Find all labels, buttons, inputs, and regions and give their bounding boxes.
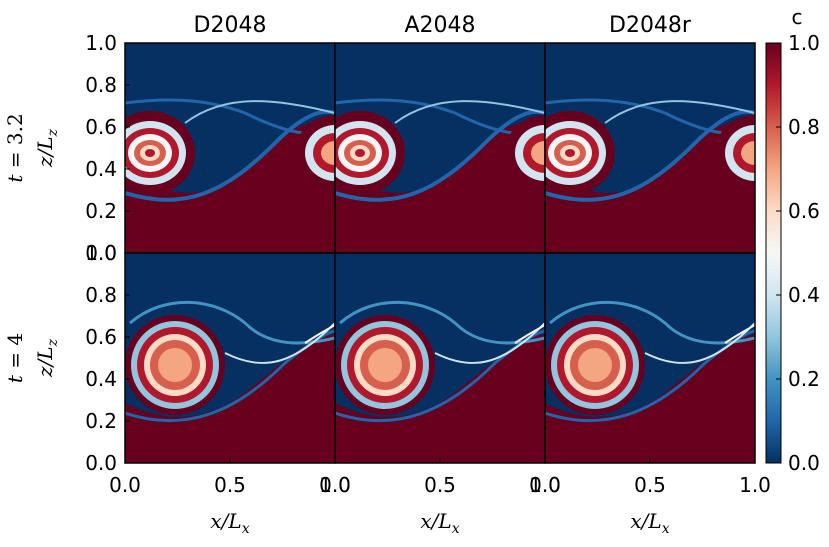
x-tick-label-c1: 0.5 (214, 473, 246, 497)
column-title-3: D2048r (609, 13, 692, 38)
concentration-field (545, 253, 755, 463)
y-tick-label-r1: 0.4 (85, 157, 117, 181)
y-tick-label-r2: 0.6 (85, 325, 117, 349)
concentration-field (335, 253, 545, 463)
heatmap-panel-r2-c1 (125, 253, 335, 463)
colorbar-ticks: 0.0 0.2 0.4 0.6 0.8 1.0 (776, 31, 820, 475)
heatmap-panels (124, 42, 756, 464)
colorbar-label: c (792, 5, 803, 29)
x-tick-label-c2: 0.5 (424, 473, 456, 497)
y-tick-label-r1: 0.2 (85, 199, 117, 223)
y-tick-label-r2: 0.8 (85, 283, 117, 307)
colorbar-tick-label: 0.2 (788, 367, 820, 391)
colorbar-tick-label: 0.6 (788, 199, 820, 223)
x-tick-label-c2: 0.0 (319, 473, 351, 497)
x-axis-labels: x/Lx x/Lx x/Lx (210, 509, 669, 537)
column-title-2: A2048 (404, 13, 475, 38)
colorbar-scale (765, 42, 782, 464)
y-tick-label-r1: 0.8 (85, 73, 117, 97)
row-label-1: t = 3.2 (3, 113, 27, 182)
x-tick-label-c2: 1.0 (529, 473, 561, 497)
heatmap-panel-r2-c3 (545, 253, 755, 463)
x-tick-labels: 0.0 0.5 1.00.0 0.5 1.00.0 0.5 1.0 (109, 458, 771, 497)
x-tick-label-c3: 0.5 (634, 473, 666, 497)
column-titles: D2048 A2048 D2048r (194, 13, 692, 38)
colorbar-tick-label: 0.8 (788, 115, 820, 139)
x-axis-label-2: x/Lx (420, 509, 459, 537)
y-tick-label-r2: 0.4 (85, 367, 117, 391)
colorbar-tick-label: 1.0 (788, 31, 820, 55)
concentration-field (125, 253, 335, 463)
y-tick-label-r2: 0.2 (85, 409, 117, 433)
y-tick-label-r2: 0.0 (85, 451, 117, 475)
column-title-1: D2048 (194, 13, 267, 38)
x-tick-label-c3: 0.0 (529, 473, 561, 497)
y-tick-label-r1: 1.0 (85, 31, 117, 55)
row-labels: t = 3.2 t = 4 z/Lz z/Lz (3, 113, 61, 383)
x-axis-label-1: x/Lx (210, 509, 249, 537)
y-tick-labels: 0.00.20.40.60.81.00.00.20.40.60.81.0 (85, 31, 130, 475)
x-tick-label-c1: 1.0 (319, 473, 351, 497)
y-tick-label-r1: 0.6 (85, 115, 117, 139)
x-tick-label-c3: 1.0 (739, 473, 771, 497)
row-label-2: t = 4 (3, 333, 27, 383)
colorbar-tick-label: 0.0 (788, 451, 820, 475)
colorbar: c 0.0 0.2 0.4 0.6 0.8 1.0 (765, 5, 820, 475)
heatmap-panel-r2-c2 (335, 253, 545, 463)
y-tick-label-r1: 0.0 (85, 241, 117, 265)
y-tick-label-r2: 1.0 (85, 241, 117, 265)
x-axis-label-3: x/Lx (630, 509, 669, 537)
y-axis-label-1: z/Lz (33, 128, 61, 168)
x-tick-label-c1: 0.0 (109, 473, 141, 497)
y-axis-label-2: z/Lz (33, 338, 61, 378)
colorbar-tick-label: 0.4 (788, 283, 820, 307)
